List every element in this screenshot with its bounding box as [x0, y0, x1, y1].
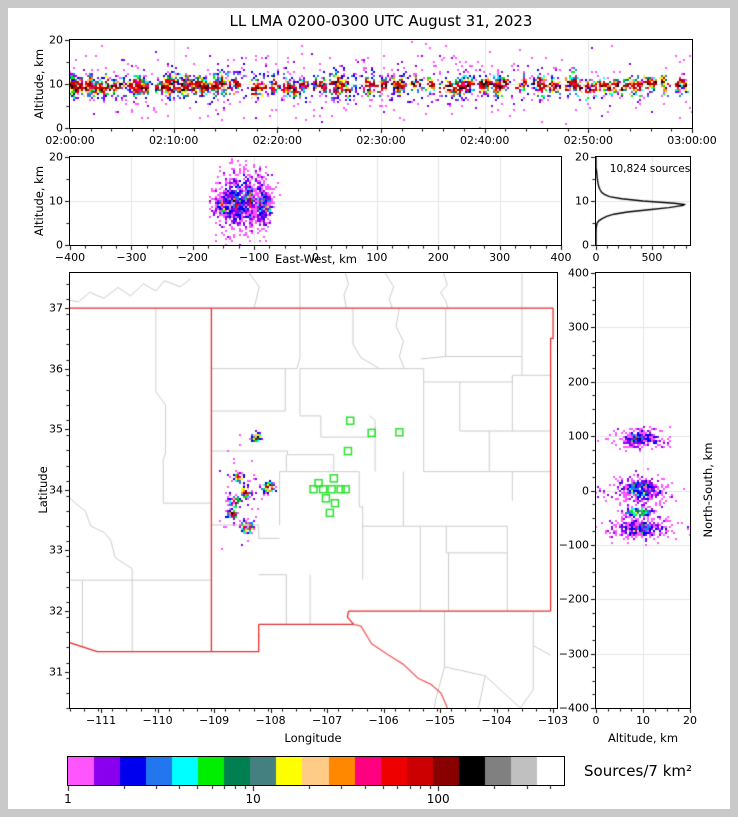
tick-label: 0	[312, 251, 319, 264]
tick-label: 100	[366, 251, 388, 264]
north-south-canvas	[596, 273, 690, 708]
tick-label: 0	[582, 238, 589, 252]
tick-label: 32	[49, 604, 63, 618]
colorbar-tick-label: 10	[245, 792, 261, 806]
plan-view-map-panel	[69, 272, 558, 709]
tick-label: −100	[558, 538, 589, 552]
tick-label: 0	[56, 121, 63, 135]
tick-label: 0	[56, 238, 63, 252]
tick-label: 02:40:00	[459, 134, 510, 147]
tick-label: 10	[575, 194, 589, 208]
figure-title: LL LMA 0200-0300 UTC August 31, 2023	[229, 12, 533, 30]
tick-label: 10	[636, 714, 650, 727]
ew-panel-ylabel: Altitude, km	[32, 165, 46, 237]
colorbar	[67, 756, 565, 786]
tick-label: 35	[49, 422, 63, 436]
tick-label: 400	[568, 266, 589, 280]
tick-label: −400	[558, 701, 589, 715]
tick-label: 34	[49, 483, 63, 497]
tick-label: 33	[49, 543, 63, 557]
tick-label: 500	[641, 251, 663, 264]
colorbar-canvas	[68, 757, 564, 785]
tick-label: 200	[427, 251, 449, 264]
tick-label: 02:50:00	[563, 134, 614, 147]
tick-label: 200	[568, 375, 589, 389]
tick-label: 0	[592, 714, 600, 727]
source-count-annotation: 10,824 sources	[609, 163, 691, 175]
ns-panel-ylabel: North-South, km	[701, 442, 715, 538]
tick-label: 300	[489, 251, 511, 264]
north-south-altitude-panel	[595, 272, 691, 709]
colorbar-tick-label: 100	[426, 792, 450, 806]
colorbar-tick-label: 1	[64, 792, 72, 806]
tick-label: −105	[424, 714, 456, 727]
tick-label: 02:00:00	[45, 134, 95, 147]
tick-label: −200	[177, 251, 208, 264]
tick-label: 20	[683, 714, 697, 727]
tick-label: 02:10:00	[148, 134, 199, 147]
time-height-panel	[69, 39, 693, 129]
tick-label: 300	[568, 320, 589, 334]
tick-label: 0	[582, 484, 589, 497]
east-west-canvas	[70, 157, 561, 245]
ns-panel-xlabel: Altitude, km	[607, 731, 679, 745]
tick-label: 36	[49, 362, 63, 376]
tick-label: 02:20:00	[252, 134, 303, 147]
tick-label: 0	[592, 251, 600, 264]
tick-label: −104	[481, 714, 512, 727]
tick-label: 03:00:00	[667, 134, 717, 147]
tick-label: 20	[575, 150, 589, 164]
tick-label: −107	[311, 714, 343, 727]
tick-label: 10	[49, 77, 63, 91]
tick-label: 10	[49, 194, 63, 208]
east-west-altitude-panel	[69, 156, 562, 246]
tick-label: 100	[568, 429, 589, 443]
tick-label: −106	[368, 714, 399, 727]
time-height-canvas	[70, 40, 692, 128]
tick-label: 31	[49, 665, 63, 679]
map-xlabel: Longitude	[284, 731, 342, 745]
tick-label: 37	[49, 301, 63, 315]
tick-label: −111	[85, 714, 117, 727]
tick-label: 20	[49, 33, 63, 47]
tick-label: 400	[550, 251, 572, 264]
map-ylabel: Latitude	[36, 466, 50, 514]
tick-label: 02:30:00	[356, 134, 406, 147]
tick-label: −108	[255, 714, 286, 727]
tick-label: 20	[49, 150, 63, 164]
colorbar-label: Sources/7 km²	[584, 762, 693, 780]
tick-label: −110	[142, 714, 173, 727]
time-panel-ylabel: Altitude, km	[32, 48, 46, 120]
tick-label: −400	[54, 251, 86, 264]
tick-label: −300	[558, 647, 589, 661]
tick-label: −109	[198, 714, 230, 727]
tick-label: −300	[116, 251, 147, 264]
tick-label: −100	[239, 251, 270, 264]
tick-label: −103	[537, 714, 569, 727]
tick-label: −200	[558, 592, 589, 606]
map-canvas	[70, 273, 557, 708]
